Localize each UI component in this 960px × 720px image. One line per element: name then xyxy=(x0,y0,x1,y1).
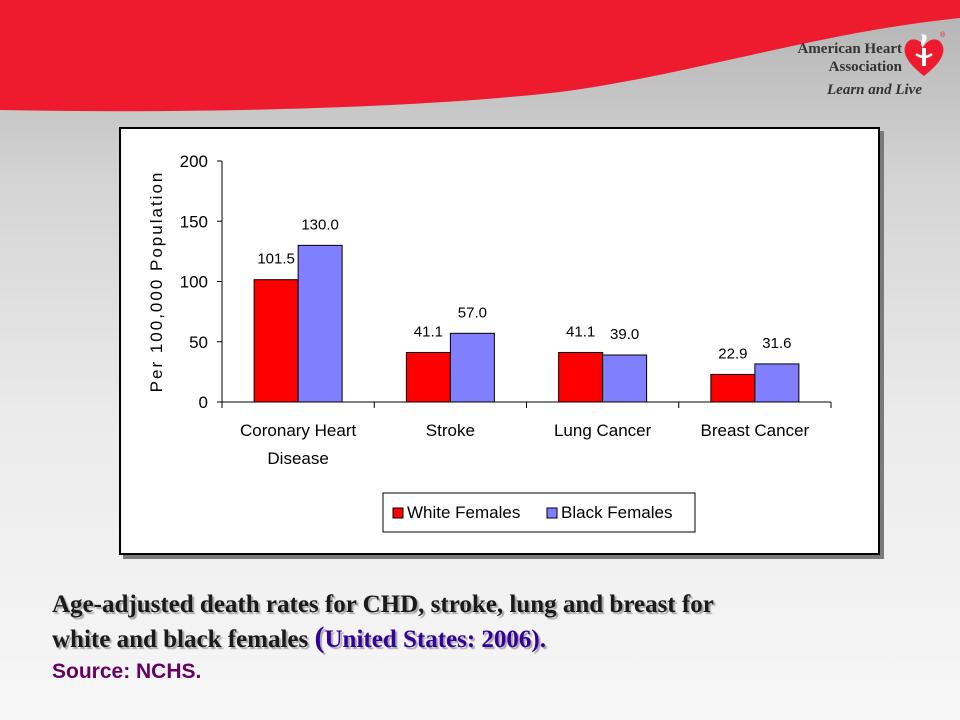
y-tick-label: 150 xyxy=(180,212,208,231)
bar xyxy=(449,332,495,403)
data-label: 31.6 xyxy=(762,335,791,352)
aha-logo: American Heart Association Learn and Liv… xyxy=(790,30,950,110)
bar xyxy=(297,244,343,403)
data-label: 130.0 xyxy=(301,216,339,233)
y-tick-label: 0 xyxy=(199,393,208,412)
y-tick-label: 200 xyxy=(180,152,208,171)
data-label: 57.0 xyxy=(458,304,487,321)
y-tick-label: 50 xyxy=(189,333,208,352)
chart-frame: 0 50 100 150 200 Per 100,000 Population 101.5 1… xyxy=(119,127,880,555)
legend-box xyxy=(382,492,696,533)
legend-label: White Females xyxy=(407,503,520,522)
data-label: 41.1 xyxy=(414,323,443,340)
legend-label: Black Females xyxy=(561,503,672,522)
header-red-band xyxy=(0,0,960,112)
data-label: 39.0 xyxy=(610,326,639,343)
bar xyxy=(754,363,800,403)
x-tick-label: Coronary Heart xyxy=(240,421,356,440)
data-label: 101.5 xyxy=(257,251,295,268)
bar xyxy=(558,351,604,403)
data-label: 41.1 xyxy=(566,323,595,340)
x-tick-label: Lung Cancer xyxy=(554,421,652,440)
caption-line-1: Age-adjusted death rates for CHD, stroke… xyxy=(52,591,714,618)
source-note: Source: NCHS. xyxy=(52,660,202,683)
legend-swatch xyxy=(546,507,558,519)
heart-torch-icon xyxy=(904,34,944,76)
y-axis-title: Per 100,000 Population xyxy=(147,171,166,393)
bar xyxy=(253,279,299,403)
y-tick-label: 100 xyxy=(180,273,208,292)
trademark-symbol: ® xyxy=(940,32,946,39)
x-tick-label: Disease xyxy=(267,449,328,468)
x-tick-label: Breast Cancer xyxy=(701,421,810,440)
caption-line-2: white and black females (United States: … xyxy=(52,621,932,656)
bar xyxy=(602,354,648,403)
legend-swatch xyxy=(392,507,404,519)
logo-tagline: Learn and Live xyxy=(827,82,922,98)
slide-caption: Age-adjusted death rates for CHD, stroke… xyxy=(52,588,932,684)
bar xyxy=(405,351,451,403)
data-label: 22.9 xyxy=(718,345,747,362)
x-tick-label: Stroke xyxy=(426,421,475,440)
logo-name-line2: Association xyxy=(828,59,902,75)
caption-open-paren: ( xyxy=(314,621,325,654)
bar-chart: 0 50 100 150 200 Per 100,000 Population 101.5 1… xyxy=(147,152,832,533)
caption-line-2-text: white and black females xyxy=(52,626,315,653)
bar xyxy=(710,373,756,403)
caption-location-year: United States: 2006). xyxy=(324,626,547,653)
logo-name-line1: American Heart xyxy=(797,41,902,57)
